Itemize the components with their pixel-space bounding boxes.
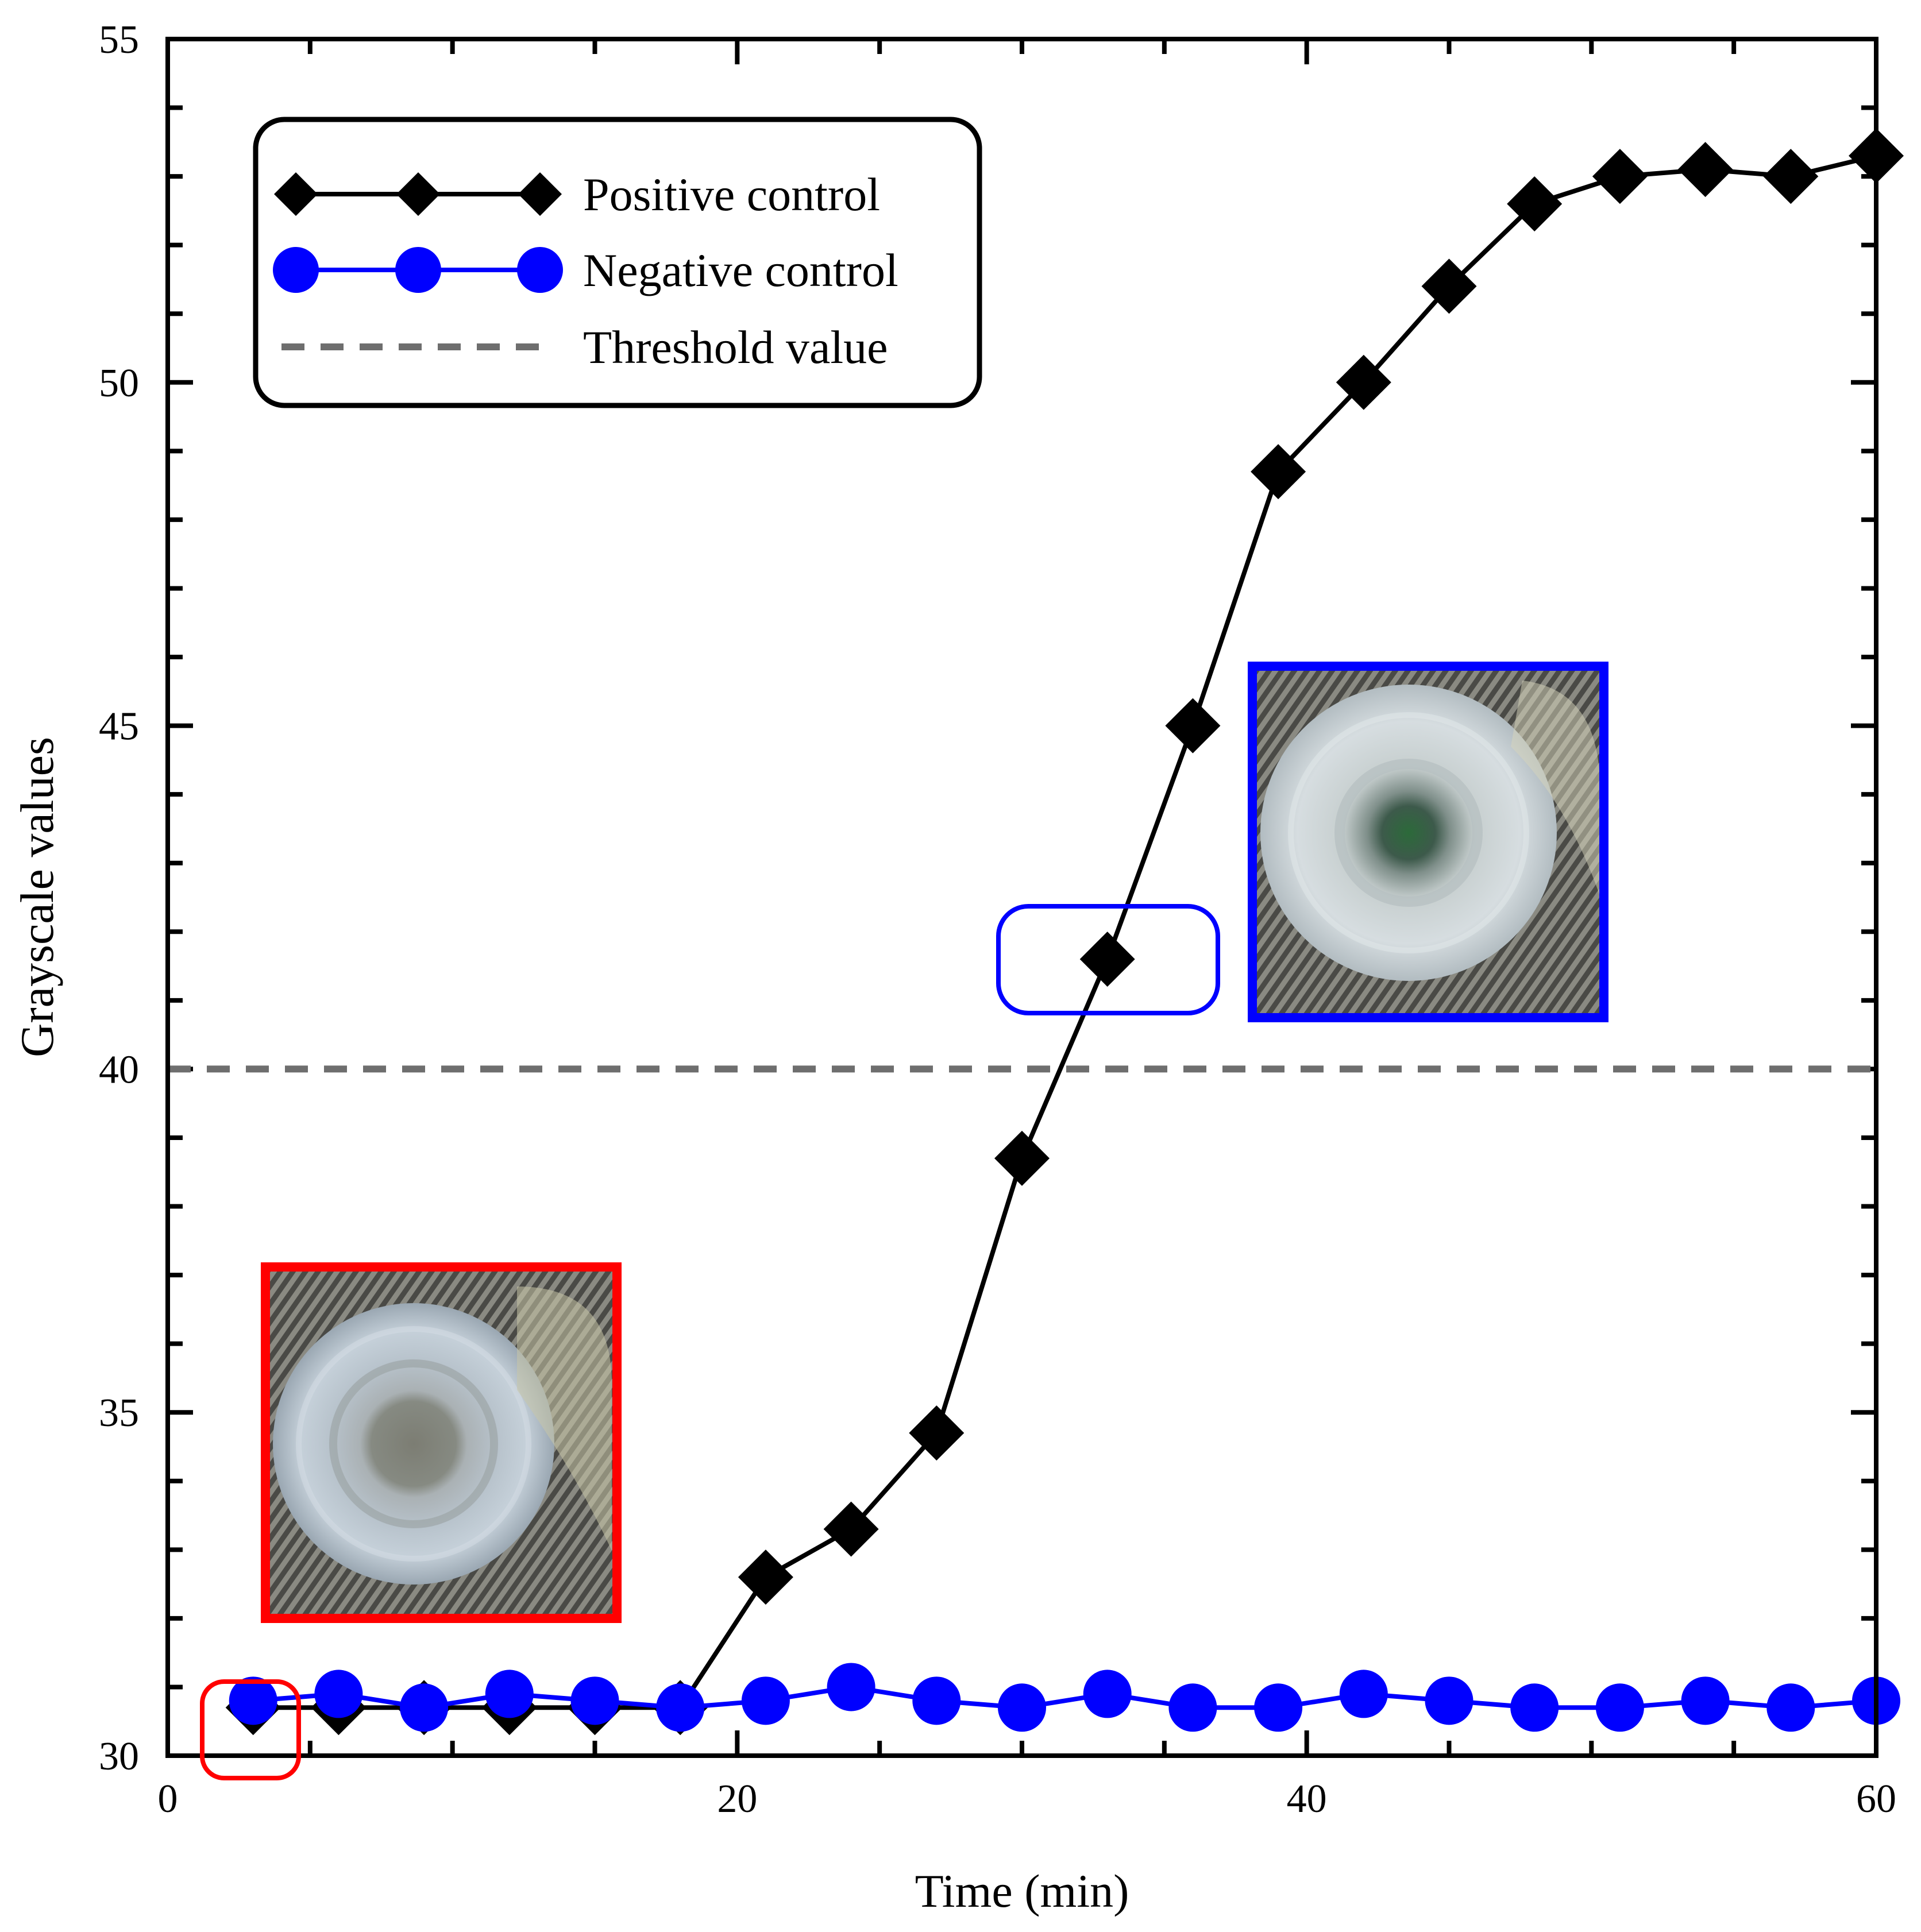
data-point-diamond: [1336, 354, 1391, 410]
highlight-positive-t33: [996, 904, 1220, 1015]
data-point-circle: [485, 1670, 534, 1718]
plot-frame: [165, 37, 1878, 1758]
data-point-circle: [656, 1683, 705, 1732]
legend-marker-diamond: [274, 172, 318, 216]
series-layer: [225, 128, 1904, 1736]
y-tick-label: 55: [99, 18, 139, 62]
data-point-diamond: [1165, 698, 1221, 754]
legend-marker-diamond: [396, 172, 440, 216]
data-point-circle: [1766, 1683, 1815, 1732]
legend-marker-circle: [395, 247, 441, 293]
data-point-circle: [1510, 1683, 1559, 1732]
legend-entry-negative-control: Negative control: [273, 244, 898, 296]
y-tick-label: 40: [99, 1048, 139, 1092]
data-point-circle: [570, 1676, 619, 1725]
x-axis-label: Time (min): [915, 1865, 1129, 1917]
legend-entry-positive-control: Positive control: [274, 168, 880, 221]
data-point-diamond: [738, 1550, 793, 1605]
data-point-circle: [741, 1676, 790, 1725]
y-axis-label: Grayscale values: [11, 737, 63, 1057]
data-point-diamond: [1251, 444, 1306, 500]
x-tick-label: 0: [158, 1777, 178, 1821]
y-tick-label: 35: [99, 1391, 139, 1435]
data-point-circle: [1339, 1670, 1388, 1718]
legend-label-negative: Negative control: [583, 244, 898, 296]
y-tick-label: 45: [99, 705, 139, 749]
highlight-negative-t3: [200, 1679, 301, 1780]
legend-marker-circle: [517, 247, 563, 293]
y-tick-label: 30: [99, 1734, 139, 1779]
data-point-diamond: [1677, 142, 1733, 198]
legend-label-positive: Positive control: [583, 168, 880, 221]
data-point-circle: [1254, 1683, 1303, 1732]
plot-area: [165, 37, 1904, 1758]
data-point-diamond: [1079, 932, 1135, 987]
data-point-circle: [1083, 1670, 1132, 1718]
data-point-diamond: [994, 1130, 1050, 1186]
data-point-circle: [1425, 1676, 1473, 1725]
legend: Positive control Negative control Thresh…: [253, 117, 982, 408]
data-point-diamond: [1592, 149, 1648, 204]
series-negative-control: [229, 1663, 1900, 1732]
tube-photo-before-icon: [273, 1303, 554, 1585]
legend-label-threshold: Threshold value: [583, 321, 888, 373]
data-point-circle: [1595, 1683, 1644, 1732]
x-tick-label: 20: [717, 1777, 757, 1821]
data-point-circle: [998, 1683, 1046, 1732]
data-point-circle: [314, 1670, 363, 1718]
inset-photo-red: [261, 1262, 622, 1623]
legend-marker-circle: [273, 247, 319, 293]
legend-entry-threshold: Threshold value: [281, 321, 888, 373]
tick-labels: 30 35 40 45 50 55 0 20 40 60: [99, 18, 1896, 1821]
data-point-circle: [229, 1676, 277, 1725]
data-point-circle: [1681, 1676, 1730, 1725]
tube-photo-after-icon: [1260, 685, 1557, 981]
x-tick-label: 60: [1856, 1777, 1896, 1821]
inset-photo-blue: [1248, 662, 1608, 1022]
data-point-diamond: [909, 1405, 965, 1461]
data-point-circle: [400, 1683, 449, 1732]
legend-marker-diamond: [518, 172, 562, 216]
data-point-diamond: [1763, 149, 1819, 204]
data-point-diamond: [1421, 258, 1477, 314]
data-point-diamond: [823, 1501, 879, 1557]
x-tick-label: 40: [1287, 1777, 1327, 1821]
y-tick-label: 50: [99, 361, 139, 405]
data-point-circle: [1168, 1683, 1217, 1732]
data-point-diamond: [1507, 176, 1563, 231]
data-point-circle: [827, 1663, 875, 1711]
data-point-circle: [912, 1676, 961, 1725]
